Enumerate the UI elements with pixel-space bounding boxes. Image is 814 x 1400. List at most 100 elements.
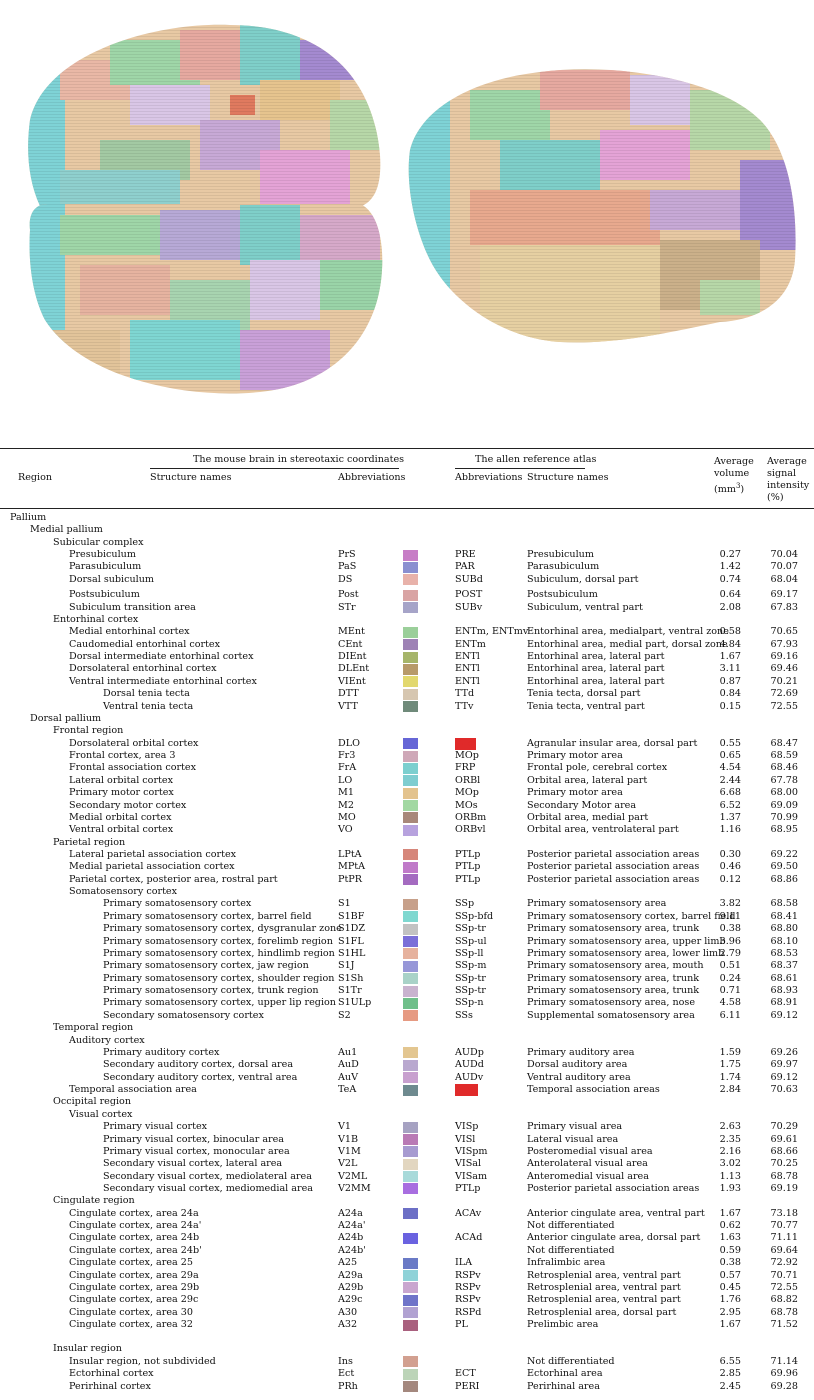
- allen-abbreviation: MOs: [455, 799, 478, 811]
- paxinos-abbreviation: DTT: [338, 688, 359, 700]
- color-swatch: [403, 1270, 418, 1282]
- region-name: Cingulate region: [53, 1195, 135, 1207]
- average-volume: 2.85: [719, 1368, 741, 1380]
- allen-structure-name: Retrosplenial area, ventral part: [527, 1281, 681, 1293]
- color-swatch: [403, 812, 418, 824]
- allen-structure-name: Retrosplenial area, ventral part: [527, 1269, 681, 1281]
- average-signal-intensity: 71.52: [770, 1319, 798, 1331]
- average-volume: 0.51: [719, 960, 741, 972]
- average-volume: 1.74: [719, 1071, 741, 1083]
- average-signal-intensity: 69.12: [770, 1009, 798, 1021]
- header-group-stereotaxic: The mouse brain in stereotaxic coordinat…: [193, 454, 405, 465]
- region-name: Insular region, not subdivided: [69, 1355, 216, 1367]
- color-swatch: [403, 574, 418, 586]
- allen-abbreviation: PERI: [455, 1380, 480, 1392]
- region-name: Parasubiculum: [69, 561, 142, 573]
- allen-structure-name: Tenia tecta, dorsal part: [527, 688, 641, 700]
- allen-abbreviation: PL: [455, 1319, 468, 1331]
- allen-structure-name: Subiculum, dorsal part: [527, 573, 639, 585]
- header-average-signal-intensity: Average signal intensity (%): [767, 456, 810, 503]
- average-signal-intensity: 67.83: [770, 601, 798, 613]
- region-name: Medial pallium: [30, 524, 103, 536]
- region-name: Subicular complex: [53, 536, 144, 548]
- average-signal-intensity: 73.18: [770, 1207, 798, 1219]
- color-swatch: [403, 626, 418, 638]
- color-swatch: [403, 1084, 418, 1096]
- allen-abbreviation: PTLp: [455, 848, 481, 860]
- allen-structure-name: Entorhinal area, medialpart, ventral zon…: [527, 626, 729, 638]
- allen-abbreviation: AUDp: [455, 1046, 484, 1058]
- region-name: Pallium: [10, 512, 47, 523]
- allen-abbreviation: MOp: [455, 787, 479, 799]
- allen-structure-name: Frontal pole, cerebral cortex: [527, 762, 668, 774]
- header-region: Region: [18, 472, 53, 483]
- allen-structure-name: Primary somatosensory area: [527, 898, 667, 910]
- allen-abbreviation: ENTm, ENTmv: [455, 626, 529, 638]
- paxinos-abbreviation: Ect: [338, 1368, 355, 1380]
- region-name: Dorsal subiculum: [69, 573, 155, 585]
- average-signal-intensity: 68.53: [770, 947, 798, 959]
- average-volume: 0.57: [719, 1269, 741, 1281]
- color-swatch: [403, 973, 418, 985]
- allen-structure-name: Ventral auditory area: [527, 1071, 631, 1083]
- average-signal-intensity: 71.11: [770, 1232, 798, 1244]
- paxinos-abbreviation: S1FL: [338, 935, 364, 947]
- region-name: Secondary visual cortex, mediomedial are…: [103, 1182, 313, 1194]
- average-volume: 2.16: [719, 1145, 741, 1157]
- region-name: Primary somatosensory cortex, barrel fie…: [103, 910, 312, 922]
- region-name: Primary somatosensory cortex, dysgranula…: [103, 923, 342, 935]
- allen-abbreviation: ENTm: [455, 638, 486, 650]
- paxinos-abbreviation: S1Tr: [338, 985, 362, 997]
- allen-abbreviation: AUDd: [455, 1059, 484, 1071]
- allen-abbreviation: ACAd: [455, 1232, 483, 1244]
- allen-abbreviation: ORBl: [455, 774, 481, 786]
- region-name: Primary somatosensory cortex, jaw region: [103, 960, 309, 972]
- average-signal-intensity: 69.96: [770, 1368, 798, 1380]
- allen-abbreviation: FRP: [455, 762, 476, 774]
- average-signal-intensity: 69.46: [770, 663, 798, 675]
- region-name: Primary somatosensory cortex, upper lip …: [103, 997, 336, 1009]
- header-allen-abbreviations: Abbreviations: [455, 472, 523, 483]
- color-swatch: [403, 861, 418, 873]
- allen-abbreviation: RSPv: [455, 1269, 481, 1281]
- paxinos-abbreviation: Post: [338, 589, 359, 601]
- allen-abbreviation: SSp-tr: [455, 985, 486, 997]
- allen-structure-name: Posterior parietal association areas: [527, 848, 700, 860]
- region-name: Primary somatosensory cortex, trunk regi…: [103, 985, 319, 997]
- paxinos-abbreviation: A29c: [338, 1294, 363, 1306]
- allen-structure-name: Anterolateral visual area: [527, 1158, 648, 1170]
- color-swatch: [403, 1307, 418, 1319]
- region-name: Cingulate cortex, area 30: [69, 1306, 194, 1318]
- color-swatch: [403, 1059, 418, 1071]
- allen-structure-name: Not differentiated: [527, 1355, 615, 1367]
- average-volume: 0.24: [719, 972, 741, 984]
- paxinos-abbreviation: VO: [338, 824, 353, 836]
- color-swatch: [403, 1319, 418, 1331]
- allen-structure-name: Entorhinal area, medial part, dorsal zon…: [527, 638, 728, 650]
- allen-structure-name: Secondary Motor area: [527, 799, 637, 811]
- average-volume: 2.35: [719, 1133, 741, 1145]
- color-swatch: [403, 1381, 418, 1393]
- color-swatch: [403, 1356, 418, 1368]
- average-volume: 0.27: [719, 549, 741, 561]
- color-swatch: [403, 561, 418, 573]
- average-signal-intensity: 68.78: [770, 1170, 798, 1182]
- color-swatch: [403, 997, 418, 1009]
- region-name: Frontal region: [53, 725, 124, 737]
- color-swatch: [403, 1257, 418, 1269]
- allen-structure-name: Temporal association areas: [527, 1084, 660, 1096]
- region-name: Parietal region: [53, 836, 126, 848]
- region-name: Cingulate cortex, area 25: [69, 1257, 194, 1269]
- color-swatch: [403, 985, 418, 997]
- allen-abbreviation: TEa: [455, 1084, 479, 1097]
- paxinos-abbreviation: PaS: [338, 561, 357, 573]
- allen-abbreviation: TTv: [455, 700, 474, 712]
- paxinos-abbreviation: VIEnt: [338, 675, 366, 687]
- allen-abbreviation: MOp: [455, 750, 479, 762]
- average-signal-intensity: 68.78: [770, 1306, 798, 1318]
- allen-abbreviation: ORBvl: [455, 824, 486, 836]
- average-signal-intensity: 69.22: [770, 848, 798, 860]
- color-swatch: [403, 549, 418, 561]
- region-name: Cingulate cortex, area 24a: [69, 1207, 199, 1219]
- paxinos-abbreviation: A32: [338, 1319, 358, 1331]
